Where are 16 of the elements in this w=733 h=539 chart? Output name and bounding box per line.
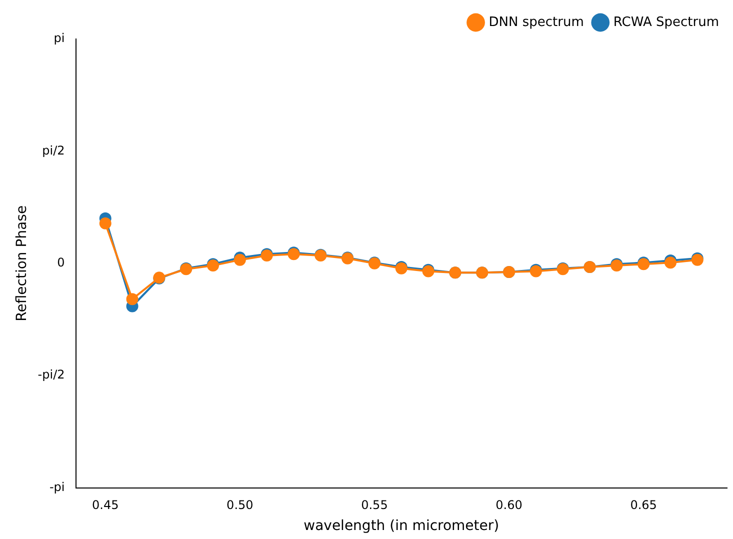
- point: [99, 217, 112, 230]
- y-tick-label: pi: [54, 31, 65, 46]
- y-axis-title: Reflection Phase: [14, 205, 30, 322]
- x-tick-label: 0.45: [92, 498, 119, 512]
- x-tick-label: 0.65: [630, 498, 657, 512]
- x-tick-label: 0.50: [226, 498, 254, 512]
- x-tick-label: 0.60: [496, 498, 522, 512]
- y-tick-label: pi/2: [42, 143, 65, 158]
- y-tick-label: -pi: [49, 480, 65, 494]
- legend-label: DNN spectrum: [488, 14, 584, 30]
- point: [126, 293, 138, 306]
- y-tick-label: -pi/2: [38, 368, 65, 382]
- legend-label: RCWA Spectrum: [613, 14, 719, 30]
- y-tick-label: 0: [57, 256, 65, 270]
- x-axis-title: wavelength (in micrometer): [304, 518, 500, 534]
- x-tick-label: 0.55: [361, 498, 388, 512]
